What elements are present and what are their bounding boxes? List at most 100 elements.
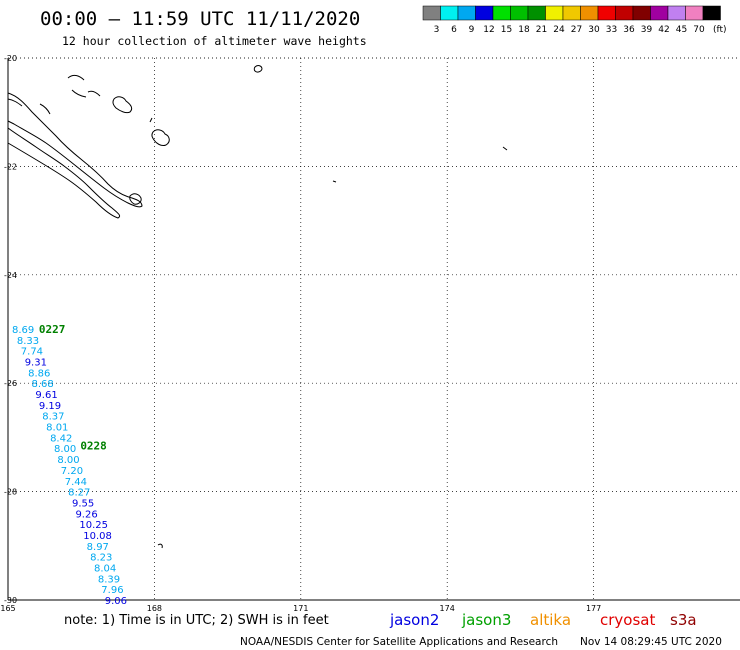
- wave-height-value: 9.26: [75, 509, 97, 520]
- color-swatch-9: [457, 5, 476, 21]
- color-scale-tick: 6: [451, 25, 457, 35]
- satellite-legend: jason2 jason3 altika cryosat s3a: [389, 611, 697, 629]
- color-scale-unit: (ft): [713, 25, 727, 35]
- wave-height-value: 8.33: [17, 336, 39, 347]
- satellite-s3a: s3a: [670, 611, 697, 629]
- walpole-island: [253, 65, 263, 73]
- wave-height-value: 7.74: [21, 347, 43, 358]
- satellite-altika: altika: [530, 611, 571, 629]
- satellite-cryosat: cryosat: [600, 611, 655, 629]
- latitude-label: -24: [4, 271, 17, 280]
- loyalty-island-ouvea: [67, 74, 101, 98]
- wave-height-value: 8.00: [57, 455, 79, 466]
- map-panel: -20-22-24-26-28-30 165 168 171 174 177 8.698…: [0, 54, 740, 613]
- color-swatch-3: [422, 5, 441, 21]
- new-caledonia-inner-coast: [7, 127, 121, 219]
- color-scale-tick: 18: [518, 25, 530, 35]
- color-swatch-21: [527, 5, 546, 21]
- color-swatch-27: [562, 5, 581, 21]
- color-scale-tick: 70: [693, 25, 705, 35]
- wave-height-value: 8.23: [90, 553, 112, 564]
- color-swatch-max: [702, 5, 721, 21]
- loyalty-island-lifou: [112, 96, 133, 114]
- longitude-label: 171: [293, 604, 308, 613]
- pass-time-label: 0228: [80, 440, 107, 453]
- longitude-label: 177: [586, 604, 601, 613]
- coast-fragment: [7, 98, 153, 123]
- color-scale-tick: 21: [536, 25, 547, 35]
- color-swatch-45: [667, 5, 686, 21]
- color-scale-tick: 27: [571, 25, 582, 35]
- longitude-labels: 165 168 171 174 177: [0, 604, 601, 613]
- latitude-label: -30: [4, 596, 17, 605]
- color-swatch-70: [685, 5, 704, 21]
- color-swatch-30: [580, 5, 599, 21]
- color-scale-tick: 42: [658, 25, 669, 35]
- wave-height-value: 8.01: [46, 423, 68, 434]
- longitude-label: 174: [440, 604, 455, 613]
- color-scale-tick: 3: [434, 25, 440, 35]
- wave-height-value: 8.68: [32, 379, 54, 390]
- wave-height-value: 8.00: [54, 444, 76, 455]
- wave-height-value: 8.69: [12, 325, 34, 336]
- isle-of-pines: [129, 193, 142, 205]
- latitude-labels: -20 -22 -24 -26 -28 -30: [4, 54, 17, 605]
- color-scale-tick: 30: [588, 25, 600, 35]
- wave-height-value: 8.42: [50, 433, 72, 444]
- footer-credit: NOAA/NESDIS Center for Satellite Applica…: [240, 636, 558, 648]
- color-swatch-36: [615, 5, 634, 21]
- color-scale-tick: 33: [606, 25, 617, 35]
- graticule: [7, 57, 740, 601]
- latitude-label: -20: [4, 54, 17, 63]
- wave-height-value: 9.06: [105, 596, 127, 607]
- color-scale-tick: 39: [641, 25, 653, 35]
- wave-height-value: 8.86: [28, 368, 50, 379]
- map-title: 00:00 – 11:59 UTC 11/11/2020: [40, 8, 360, 30]
- color-swatch-6: [440, 5, 459, 21]
- latitude-label: -28: [4, 488, 17, 497]
- pass-time-label: 0227: [39, 323, 65, 336]
- color-scale-tick: 45: [676, 25, 687, 35]
- hunter-island: [332, 146, 508, 183]
- color-swatch-42: [650, 5, 669, 21]
- color-scale-tick: 15: [501, 25, 512, 35]
- map-subtitle: 12 hour collection of altimeter wave hei…: [62, 34, 367, 48]
- wave-height-value: 7.20: [61, 466, 83, 477]
- wave-height-value: 8.39: [98, 574, 120, 585]
- wave-height-value: 9.55: [72, 498, 94, 509]
- color-scale-tick: 24: [553, 25, 565, 35]
- wave-height-value: 9.61: [35, 390, 57, 401]
- color-swatch-12: [475, 5, 494, 21]
- footer-note: note: 1) Time is in UTC; 2) SWH is in fe…: [64, 613, 329, 628]
- wave-height-value: 10.25: [79, 520, 108, 531]
- loyalty-island-mare: [151, 129, 170, 146]
- wave-height-value: 7.96: [101, 585, 123, 596]
- latitude-label: -22: [4, 162, 17, 171]
- satellite-jason3: jason3: [461, 611, 511, 629]
- wave-height-value: 8.04: [94, 563, 116, 574]
- color-swatch-33: [597, 5, 616, 21]
- altimeter-track: 8.698.337.749.318.868.689.619.198.378.01…: [12, 323, 127, 607]
- color-scale-tick: 36: [623, 25, 635, 35]
- wave-height-value: 10.08: [83, 531, 112, 542]
- coastline: [7, 65, 508, 549]
- color-scale-tick: 9: [469, 25, 475, 35]
- satellite-jason2: jason2: [389, 611, 439, 629]
- wave-height-value: 8.27: [68, 488, 90, 499]
- color-swatch-18: [510, 5, 529, 21]
- wave-height-value: 9.31: [25, 358, 47, 369]
- footer-timestamp: Nov 14 08:29:45 UTC 2020: [580, 636, 722, 648]
- wave-height-value: 7.44: [65, 477, 87, 488]
- color-swatch-15: [492, 5, 511, 21]
- wave-height-value: 9.19: [39, 401, 61, 412]
- latitude-label: -26: [4, 379, 17, 388]
- color-scale-legend: 3 6 9 12 15 18 21 24 27 30 33 36 39 42 45 70: [422, 5, 721, 35]
- wave-height-value: 8.97: [87, 542, 109, 553]
- color-swatch-39: [632, 5, 651, 21]
- new-caledonia-coast: [7, 92, 143, 208]
- norfolk-reef: [157, 543, 163, 549]
- longitude-label: 168: [147, 604, 162, 613]
- color-scale-tick: 12: [483, 25, 494, 35]
- color-swatch-24: [545, 5, 564, 21]
